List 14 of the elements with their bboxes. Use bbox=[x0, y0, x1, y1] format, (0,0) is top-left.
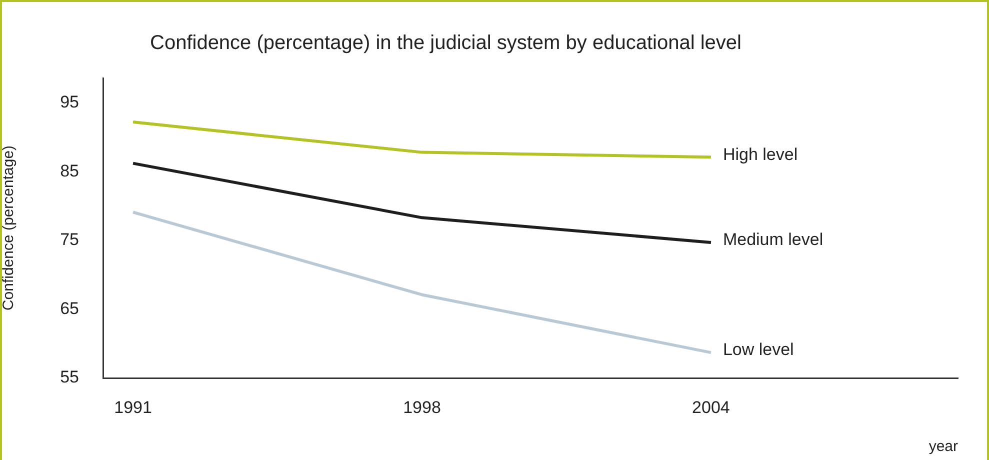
y-tick-label: 55 bbox=[60, 368, 79, 387]
series-label: Low level bbox=[722, 340, 794, 360]
y-tick-label: 75 bbox=[60, 230, 79, 250]
chart-title: Confidence (percentage) in the judicial system by educational level bbox=[150, 32, 742, 55]
x-tick-label: 1998 bbox=[403, 398, 441, 417]
series-label: Medium level bbox=[722, 230, 824, 250]
x-tick-label: 1991 bbox=[114, 398, 152, 417]
y-axis-title: Confidence (percentage) bbox=[0, 145, 18, 311]
series-label: High level bbox=[722, 144, 798, 164]
y-tick-label: 95 bbox=[60, 92, 79, 112]
y-tick-label: 85 bbox=[60, 161, 79, 180]
x-tick-label: 2004 bbox=[692, 398, 730, 417]
x-axis-title: year bbox=[928, 438, 958, 456]
y-tick-label: 65 bbox=[60, 298, 79, 318]
